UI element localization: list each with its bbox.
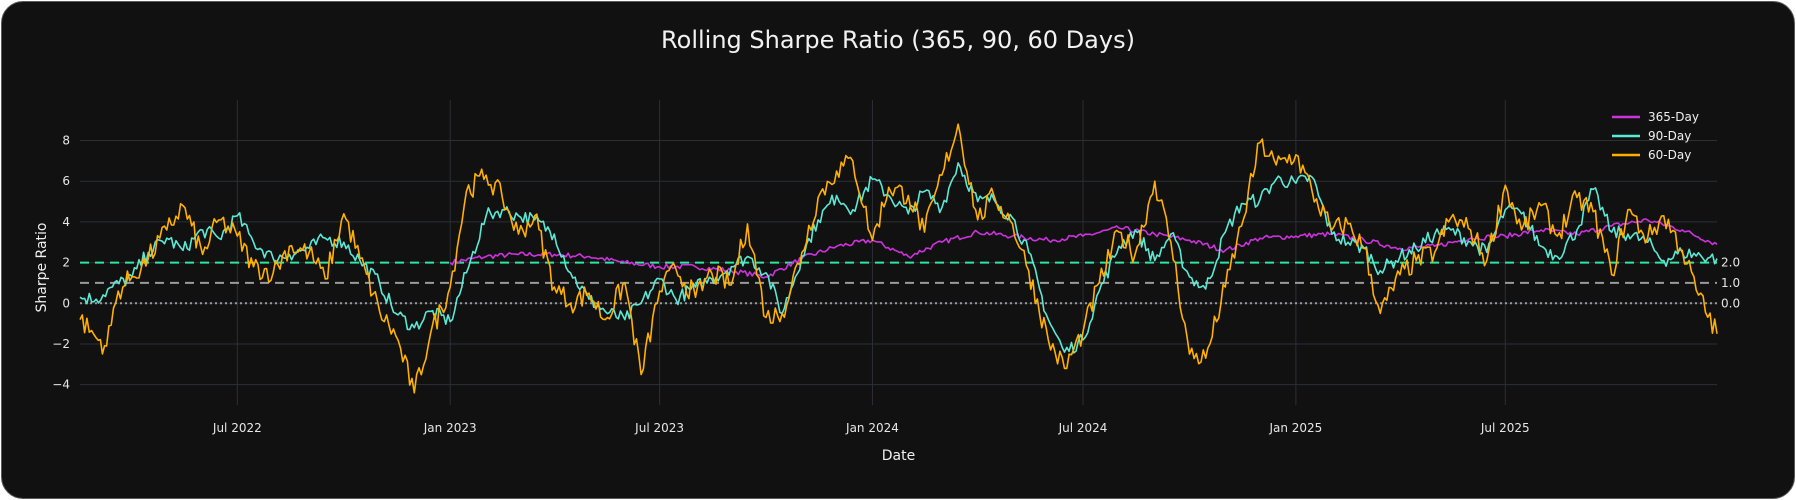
y-tick-label: 6	[62, 174, 70, 188]
legend-item-label: 60-Day	[1648, 148, 1691, 162]
y-tick-label: 0	[62, 296, 70, 310]
x-tick-label: Jul 2022	[212, 421, 262, 435]
x-tick-label: Jan 2024	[845, 421, 899, 435]
series-line-60-day	[79, 123, 1718, 394]
legend-item-label: 90-Day	[1648, 129, 1691, 143]
y-tick-label: −2	[52, 337, 70, 351]
chart-title: Rolling Sharpe Ratio (365, 90, 60 Days)	[661, 26, 1135, 54]
reference-line-label: 1.0	[1721, 276, 1740, 290]
reference-line-label: 2.0	[1721, 256, 1740, 270]
y-tick-label: 8	[62, 134, 70, 148]
x-tick-label: Jul 2024	[1058, 421, 1108, 435]
series-line-90-day	[79, 162, 1718, 354]
x-tick-label: Jan 2023	[423, 421, 477, 435]
y-tick-label: 2	[62, 256, 70, 270]
series-line-365-day	[449, 218, 1718, 279]
y-axis-title: Sharpe Ratio	[34, 223, 50, 313]
y-tick-label: 4	[62, 215, 70, 229]
y-tick-label: −4	[52, 378, 70, 392]
x-tick-label: Jan 2025	[1268, 421, 1322, 435]
x-tick-label: Jul 2025	[1480, 421, 1530, 435]
x-tick-label: Jul 2023	[634, 421, 684, 435]
legend-item-label: 365-Day	[1648, 110, 1699, 124]
reference-line-label: 0.0	[1721, 296, 1740, 310]
x-axis-title: Date	[882, 448, 915, 464]
